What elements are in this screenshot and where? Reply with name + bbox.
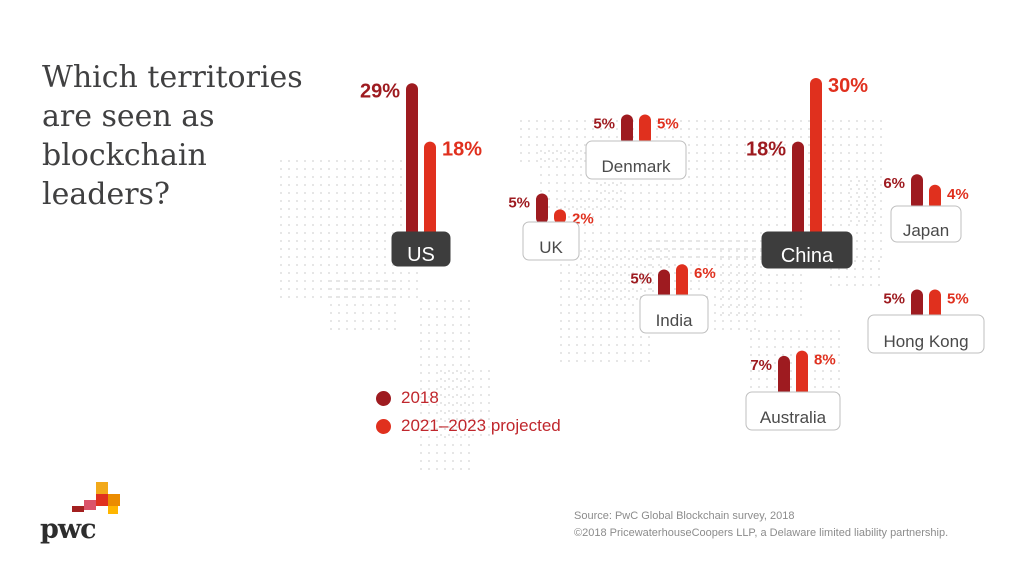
label-box-hong-kong (867, 314, 985, 354)
pwc-logo: pwc (40, 480, 140, 550)
bar-us-projected (424, 141, 436, 241)
bar-japan-projected (929, 184, 941, 210)
category-label-japan: Japan (903, 221, 949, 240)
copyright-line: ©2018 PricewaterhouseCoopers LLP, a Dela… (574, 527, 949, 539)
value-label-denmark-2018: 5% (593, 116, 615, 133)
value-label-china-projected: 30% (828, 75, 868, 97)
bar-australia-projected (796, 350, 808, 397)
legend: 2018 2021–2023 projected (376, 384, 561, 440)
value-label-japan-projected: 4% (947, 186, 969, 203)
value-label-india-2018: 5% (630, 271, 652, 288)
territory-hong-kong: 5% 5% Hong Kong (867, 289, 985, 354)
bar-india-projected (676, 264, 688, 300)
category-label-us: US (407, 244, 435, 266)
source-note: Source: PwC Global Blockchain survey, 20… (574, 508, 948, 542)
label-box-china (761, 231, 853, 269)
value-label-india-projected: 6% (694, 265, 716, 282)
legend-label-2018: 2018 (401, 388, 439, 407)
value-label-uk-2018: 5% (508, 195, 530, 212)
legend-item-2018: 2018 (376, 384, 561, 412)
territory-india: 5% 6% India (630, 264, 716, 334)
territory-china: 18% 30% China (746, 75, 868, 269)
source-line: Source: PwC Global Blockchain survey, 20… (574, 510, 795, 522)
bar-denmark-projected (639, 114, 651, 145)
label-box-uk (522, 221, 580, 261)
label-box-india (639, 294, 709, 334)
value-label-denmark-projected: 5% (657, 116, 679, 133)
value-label-hong-kong-2018: 5% (883, 291, 905, 308)
territory-us: 29% 18% US (360, 80, 482, 267)
legend-marker-projected (376, 418, 391, 434)
label-box-us (391, 231, 451, 267)
bar-uk-projected (554, 209, 566, 224)
category-label-australia: Australia (760, 408, 827, 427)
territory-australia: 7% 8% Australia (745, 350, 841, 431)
bar-china-projected (810, 78, 822, 241)
bar-hong-kong-projected (929, 289, 941, 320)
pwc-logo-mark (72, 482, 120, 514)
legend-marker-2018 (376, 390, 391, 406)
value-label-china-2018: 18% (746, 139, 786, 161)
legend-label-projected: 2021–2023 projected (401, 416, 561, 435)
world-map-dots (280, 120, 882, 470)
value-label-australia-projected: 8% (814, 352, 836, 369)
bar-china-2018 (792, 141, 804, 241)
label-box-denmark (585, 140, 687, 180)
category-label-denmark: Denmark (602, 157, 671, 176)
value-label-hong-kong-projected: 5% (947, 291, 969, 308)
pwc-logo-text: pwc (40, 514, 97, 545)
label-box-japan (890, 205, 962, 243)
category-label-india: India (656, 311, 693, 330)
bar-denmark-2018 (621, 114, 633, 145)
bar-uk-2018 (536, 193, 548, 224)
bar-japan-2018 (911, 174, 923, 210)
value-label-uk-projected: 2% (572, 210, 594, 227)
label-box-australia (745, 391, 841, 431)
territory-denmark: 5% 5% Denmark (585, 114, 687, 180)
category-label-china: China (781, 245, 834, 267)
category-label-uk: UK (539, 238, 563, 257)
bar-hong-kong-2018 (911, 289, 923, 320)
bar-india-2018 (658, 269, 670, 300)
legend-item-projected: 2021–2023 projected (376, 412, 561, 440)
bar-us-2018 (406, 83, 418, 241)
bar-australia-2018 (778, 355, 790, 397)
value-label-us-projected: 18% (442, 139, 482, 161)
category-label-hong-kong: Hong Kong (883, 332, 968, 351)
territory-uk: 5% 2% UK (508, 193, 594, 261)
value-label-australia-2018: 7% (750, 357, 772, 374)
map-dot-pattern (280, 120, 882, 470)
value-label-us-2018: 29% (360, 80, 400, 102)
territory-japan: 6% 4% Japan (883, 174, 969, 243)
value-label-japan-2018: 6% (883, 175, 905, 192)
chart-title: Which territories are seen as blockchain… (42, 60, 303, 212)
